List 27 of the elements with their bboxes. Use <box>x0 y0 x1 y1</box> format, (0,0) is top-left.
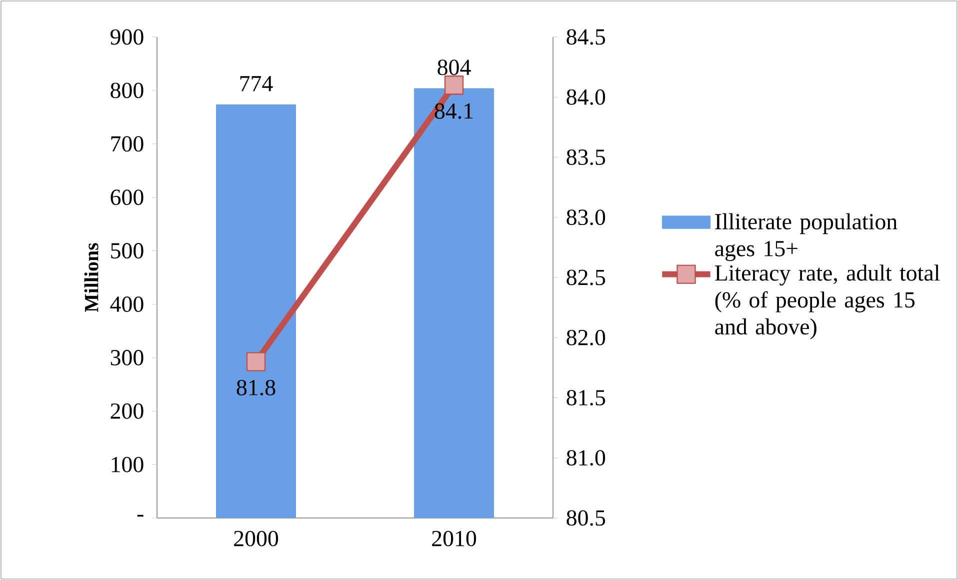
y2-tick-label: 84.5 <box>566 29 606 45</box>
y-tick-label: 200 <box>110 403 144 419</box>
y-tick-label: 300 <box>110 350 144 366</box>
x-tick-label: 2000 <box>234 530 278 546</box>
y-tick-label: 700 <box>111 136 144 152</box>
x-tick-label: 2010 <box>432 530 476 546</box>
y-tick-label: 900 <box>110 29 144 45</box>
y-axis-title: Millions <box>84 243 98 312</box>
y-tick-label: 800 <box>110 82 144 98</box>
y2-tick-label: 82.0 <box>566 330 606 346</box>
legend-label: Illiterate population ages 15+ <box>715 213 898 262</box>
y2-tick-label: 82.5 <box>566 270 606 286</box>
y-tick-label: 600 <box>110 190 144 206</box>
y-tick-label: 400 <box>110 296 144 312</box>
y2-tick-label: 83.5 <box>566 149 606 166</box>
legend-label: Literacy rate, adult total (% of people ages 15 and above) <box>714 264 940 340</box>
y2-tick-label: 83.0 <box>566 210 606 226</box>
y2-tick-label: 81.5 <box>566 390 606 406</box>
y-tick-label: 500 <box>111 243 144 259</box>
y2-tick-label: 81.0 <box>566 450 606 466</box>
data-label: 804 <box>438 60 471 76</box>
y-tick-label: 100 <box>112 456 144 472</box>
y2-tick-label: 84.0 <box>566 89 606 105</box>
y2-tick-label: 80.5 <box>566 510 606 526</box>
data-label: 774 <box>240 76 273 92</box>
y-tick-label: - <box>137 514 144 517</box>
data-label: 81.8 <box>236 380 276 396</box>
